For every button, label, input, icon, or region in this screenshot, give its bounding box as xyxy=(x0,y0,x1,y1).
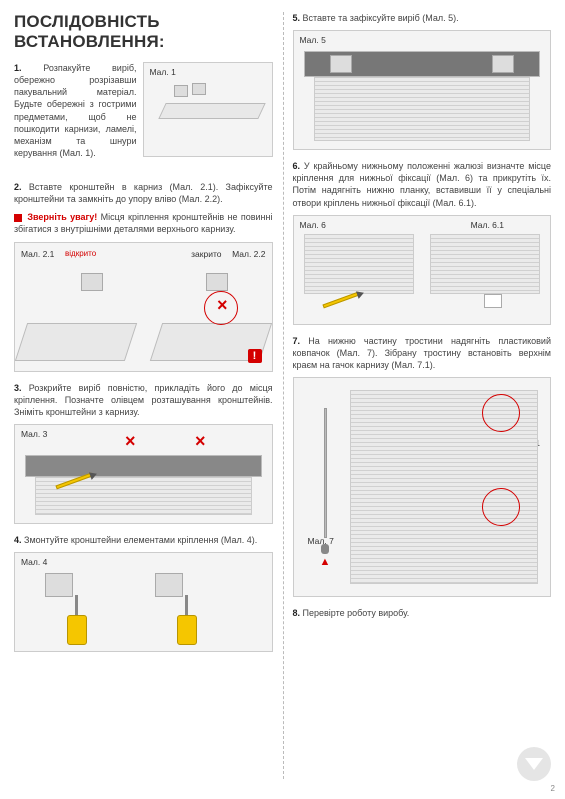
fig5-blinds xyxy=(314,77,531,141)
fig5-bracket-b xyxy=(492,55,514,73)
fig1-part-a xyxy=(174,85,188,97)
fig7-wand-cap xyxy=(321,544,329,554)
fig-open-label: відкрито xyxy=(65,249,96,258)
fig2-bracket-right xyxy=(206,273,228,291)
step-body: Вставте кронштейн в карниз (Мал. 2.1). З… xyxy=(14,182,273,204)
fig-3-label: Мал. 3 xyxy=(21,429,47,439)
step-num: 3. xyxy=(14,383,22,393)
fig1-part-b xyxy=(192,83,206,95)
step-body: Розпакуйте виріб, обережно розрізавши па… xyxy=(14,63,137,158)
left-column: ПОСЛІДОВНІСТЬ ВСТАНОВЛЕННЯ: 1. Розпакуйт… xyxy=(0,0,283,799)
step-num: 5. xyxy=(293,13,301,23)
drill-bit-icon xyxy=(75,595,78,617)
fig4-drill-a xyxy=(59,595,95,645)
step-1-text: 1. Розпакуйте виріб, обережно розрізавши… xyxy=(14,62,137,161)
fig-5-label: Мал. 5 xyxy=(300,35,326,45)
step-body: Перевірте роботу виробу. xyxy=(303,608,410,618)
step-num: 8. xyxy=(293,608,301,618)
fig-4-label: Мал. 4 xyxy=(21,557,47,567)
page-number: 2 xyxy=(551,784,555,793)
fig5-bracket-a xyxy=(330,55,352,73)
step-8-text: 8. Перевірте роботу виробу. xyxy=(293,607,552,619)
fig-61-label: Мал. 6.1 xyxy=(471,220,504,230)
fig7-arrow-up-icon: ▲ xyxy=(320,556,331,568)
fig-22-label: Мал. 2.2 xyxy=(232,249,265,259)
step-num: 7. xyxy=(293,336,301,346)
step-7-text: 7. На нижню частину тростини надягніть п… xyxy=(293,335,552,371)
fig7-wand xyxy=(324,408,327,538)
step-body: Розкрийте виріб повністю, прикладіть йог… xyxy=(14,383,273,417)
fig7-circle-bottom xyxy=(482,488,520,526)
right-column: 5. Вставте та зафіксуйте виріб (Мал. 5).… xyxy=(283,0,565,799)
drill-body-icon xyxy=(67,615,87,645)
fig3-x1-icon: × xyxy=(125,431,136,452)
fig1-rail xyxy=(158,103,265,119)
fig-1-label: Мал. 1 xyxy=(150,67,176,77)
step-body: У крайньому нижньому положенні жалюзі ви… xyxy=(293,161,552,207)
step-num: 1. xyxy=(14,63,22,73)
figure-4: Мал. 4 xyxy=(14,552,273,652)
warn-icon xyxy=(14,214,22,222)
step-2-warning: Зверніть увагу! Місця кріплення кронштей… xyxy=(14,211,273,235)
step-4-text: 4. Змонтуйте кронштейни елементами кріпл… xyxy=(14,534,273,546)
figure-5: Мал. 5 xyxy=(293,30,552,150)
scroll-down-overlay-icon xyxy=(517,747,551,781)
step-2-text: 2. Вставте кронштейн в карниз (Мал. 2.1)… xyxy=(14,181,273,205)
step-num: 4. xyxy=(14,535,22,545)
step-num: 6. xyxy=(293,161,301,171)
figure-2: Мал. 2.1 відкрито Мал. 2.2 закрито × ! xyxy=(14,242,273,372)
fig6-pencil-icon xyxy=(322,291,359,308)
drill-bit-icon xyxy=(185,595,188,617)
column-divider xyxy=(283,12,284,779)
fig6-blinds-right xyxy=(430,234,540,294)
fig-closed-label: закрито xyxy=(191,249,221,259)
drill-body-icon xyxy=(177,615,197,645)
warn-label: Зверніть увагу! xyxy=(27,212,97,222)
step-body: Змонтуйте кронштейни елементами кріпленн… xyxy=(24,535,257,545)
fig4-bracket-a xyxy=(45,573,73,597)
fig2-x-icon: × xyxy=(217,295,228,316)
figure-3: Мал. 3 × × xyxy=(14,424,273,524)
step-1: 1. Розпакуйте виріб, обережно розрізавши… xyxy=(14,62,273,167)
figure-7: Мал. 7 Мал. 7.1 ▲ xyxy=(293,377,552,597)
fig6-blinds-left xyxy=(304,234,414,294)
fig2-rail-left xyxy=(15,323,137,361)
fig4-drill-b xyxy=(169,595,205,645)
fig3-x2-icon: × xyxy=(195,431,206,452)
step-5-text: 5. Вставте та зафіксуйте виріб (Мал. 5). xyxy=(293,12,552,24)
step-body: Вставте та зафіксуйте виріб (Мал. 5). xyxy=(303,13,459,23)
page-title: ПОСЛІДОВНІСТЬ ВСТАНОВЛЕННЯ: xyxy=(14,12,273,52)
fig-21-label: Мал. 2.1 xyxy=(21,249,54,259)
step-3-text: 3. Розкрийте виріб повністю, прикладіть … xyxy=(14,382,273,418)
figure-1: Мал. 1 xyxy=(143,62,273,157)
fig-6-label: Мал. 6 xyxy=(300,220,326,230)
step-body: На нижню частину тростини надягніть плас… xyxy=(293,336,552,370)
fig2-bracket-left xyxy=(81,273,103,291)
fig2-warn-icon: ! xyxy=(248,349,262,363)
step-num: 2. xyxy=(14,182,22,192)
fig4-bracket-b xyxy=(155,573,183,597)
figure-6: Мал. 6 Мал. 6.1 xyxy=(293,215,552,325)
fig3-wall xyxy=(25,455,262,477)
fig7-circle-top xyxy=(482,394,520,432)
fig6-clip xyxy=(484,294,502,308)
step-6-text: 6. У крайньому нижньому положенні жалюзі… xyxy=(293,160,552,209)
